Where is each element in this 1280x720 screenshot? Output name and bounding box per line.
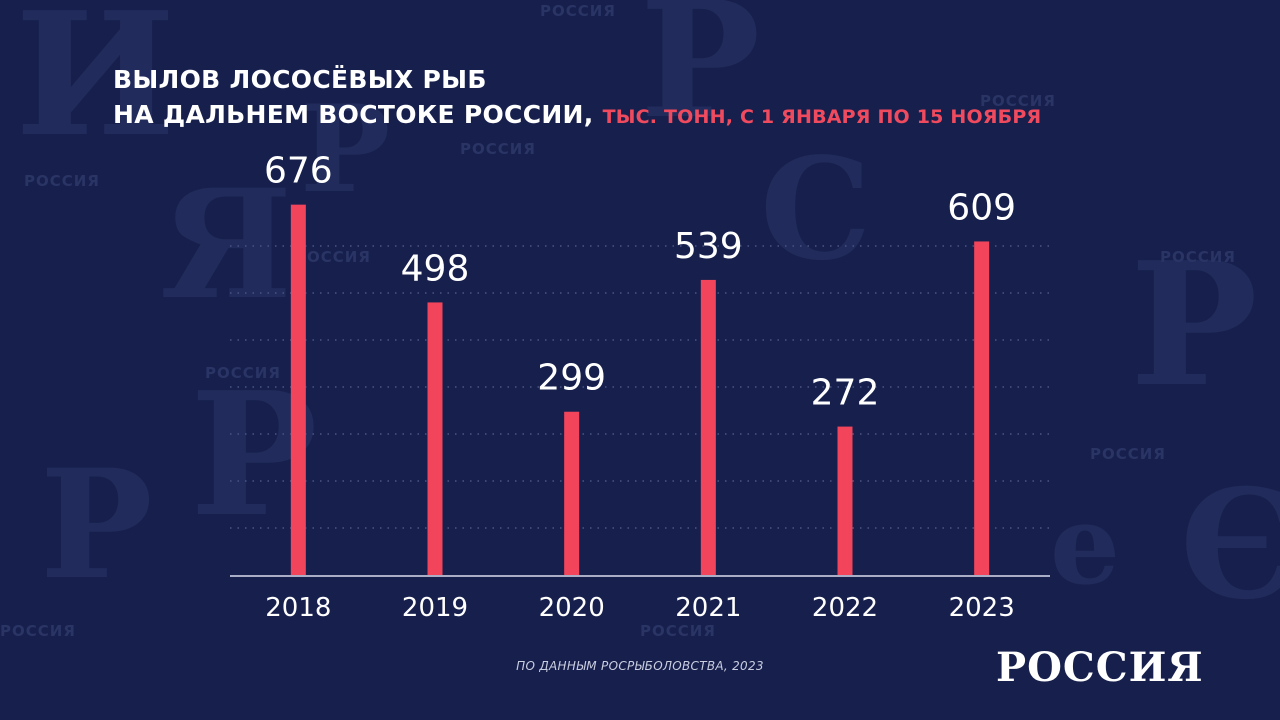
x-tick-2019: 2019 (402, 593, 468, 623)
russia-logo: РОССИЯ (996, 644, 1204, 691)
background-word: РОССИЯ (980, 92, 1056, 110)
background-letter-decoration: Я (160, 157, 293, 333)
background-letter-decoration: Р (1130, 225, 1258, 425)
background-word: РОССИЯ (205, 364, 281, 382)
x-tick-labels: 2018 2019 2020 2021 2022 2023 (265, 593, 1015, 623)
chart-subtitle: ТЫС. ТОНН, С 1 ЯНВАРЯ ПО 15 НОЯБРЯ (602, 106, 1042, 128)
data-label-2020: 299 (537, 358, 606, 399)
x-tick-2022: 2022 (812, 593, 878, 623)
chart-title-text: НА ДАЛЬНЕМ ВОСТОКЕ РОССИИ, (113, 100, 594, 129)
x-tick-2020: 2020 (539, 593, 605, 623)
background-letter-decoration: С (760, 128, 872, 292)
x-tick-2018: 2018 (265, 593, 331, 623)
data-label-2019: 498 (401, 248, 470, 289)
background-letter-decoration: Р (640, 0, 761, 154)
bar-2022 (837, 426, 853, 576)
bars (290, 204, 990, 576)
data-labels: 676 498 299 539 272 609 (264, 151, 1016, 414)
chart-title-line-1: ВЫЛОВ ЛОСОСЁВЫХ РЫБ (113, 65, 487, 94)
background-word: РОССИЯ (460, 140, 536, 158)
background-letter-decoration: Р (40, 437, 153, 613)
background-letter-decoration: Р (300, 79, 391, 220)
background-letter-decoration: И (15, 0, 176, 175)
background-word: РОССИЯ (295, 248, 371, 266)
background-word: РОССИЯ (24, 172, 100, 190)
bar-2023 (974, 241, 990, 576)
chart-title-line-2: НА ДАЛЬНЕМ ВОСТОКЕ РОССИИ, ТЫС. ТОНН, С … (113, 97, 1041, 135)
data-label-2023: 609 (947, 187, 1016, 228)
bar-2018 (290, 204, 306, 576)
title-block: ВЫЛОВ ЛОСОСЁВЫХ РЫБ НА ДАЛЬНЕМ ВОСТОКЕ Р… (113, 62, 1041, 135)
background-word: РОССИЯ (0, 622, 76, 640)
background-word: РОССИЯ (540, 2, 616, 20)
source-note: ПО ДАННЫМ РОСРЫБОЛОВСТВА, 2023 (516, 659, 764, 673)
bar-2019 (427, 302, 443, 576)
background-word: РОССИЯ (1090, 445, 1166, 463)
background-word: РОССИЯ (640, 622, 716, 640)
data-label-2018: 676 (264, 151, 333, 192)
data-label-2022: 272 (811, 373, 880, 414)
bar-2021 (700, 279, 716, 576)
data-label-2021: 539 (674, 226, 743, 267)
x-tick-2023: 2023 (949, 593, 1015, 623)
bar-2020 (564, 411, 580, 576)
background-letter-decoration: Є (1180, 457, 1280, 633)
grid-lines (230, 245, 1050, 529)
x-tick-2021: 2021 (675, 593, 741, 623)
background-word: РОССИЯ (1160, 248, 1236, 266)
background-letter-decoration: е (1050, 480, 1120, 609)
